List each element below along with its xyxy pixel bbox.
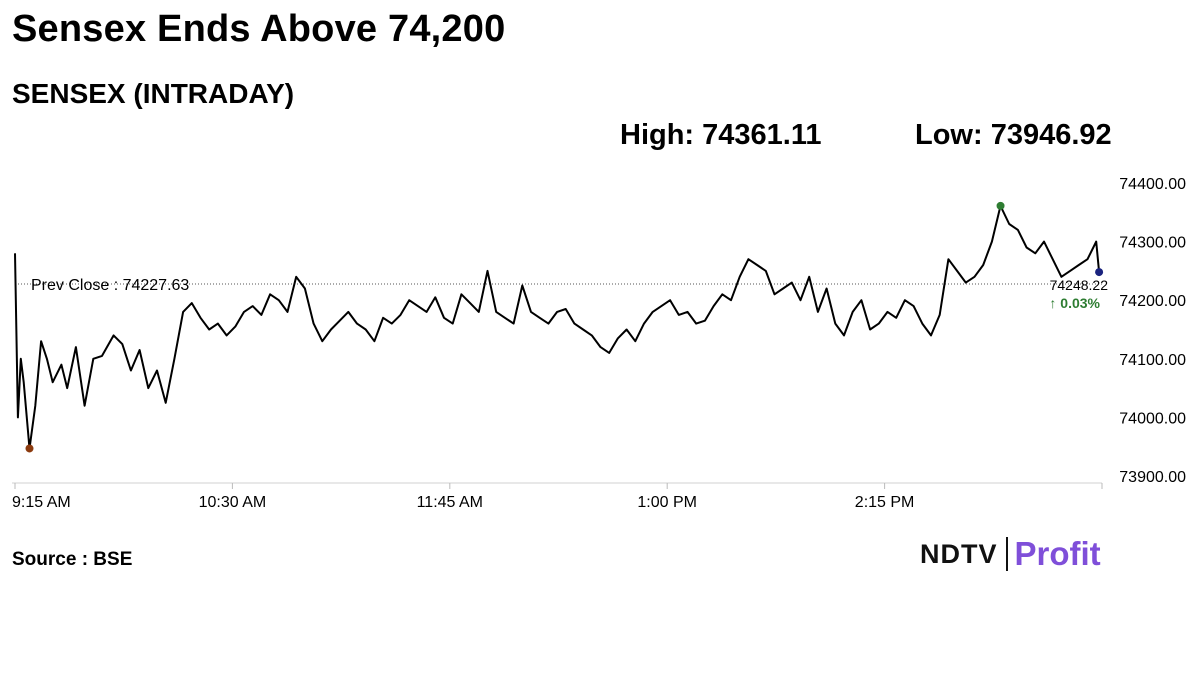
source-label: Source : BSE — [12, 549, 133, 570]
y-tick-label: 74000.00 — [1119, 410, 1186, 427]
y-tick-label: 73900.00 — [1119, 469, 1186, 486]
x-tick-label: 11:45 AM — [417, 494, 483, 511]
y-tick-label: 74200.00 — [1119, 293, 1186, 310]
change-label: ↑ 0.03% — [1049, 295, 1100, 311]
logo-divider — [1005, 537, 1008, 571]
y-tick-label: 74400.00 — [1119, 176, 1186, 193]
x-tick-label: 10:30 AM — [199, 494, 267, 511]
chart-subtitle: SENSEX (INTRADAY) — [12, 78, 295, 109]
low-value: Low: 73946.92 — [915, 119, 1112, 151]
low-marker — [25, 444, 34, 453]
y-tick-label: 74100.00 — [1119, 352, 1186, 369]
prev-close-label: Prev Close : 74227.63 — [31, 277, 189, 294]
logo-profit-text: Profit — [1014, 535, 1101, 572]
x-tick-label: 2:15 PM — [855, 494, 915, 511]
high-marker — [996, 201, 1005, 210]
price-line — [14, 204, 1101, 450]
x-axis: 9:15 AM 10:30 AM 11:45 AM 1:00 PM 2:15 PM — [12, 482, 1103, 511]
y-axis: 74400.00 74300.00 74200.00 74100.00 74000.00… — [1119, 176, 1186, 486]
last-marker — [1095, 268, 1104, 277]
chart-title: Sensex Ends Above 74,200 — [12, 8, 506, 50]
high-value: High: 74361.11 — [620, 119, 822, 151]
y-tick-label: 74300.00 — [1119, 235, 1186, 252]
logo-ndtv-text: NDTV — [920, 538, 998, 569]
last-value-label: 74248.22 — [1050, 277, 1109, 293]
brand-logo: NDTV Profit — [920, 534, 1101, 574]
x-tick-label: 9:15 AM — [12, 494, 71, 511]
x-tick-label: 1:00 PM — [637, 494, 697, 511]
